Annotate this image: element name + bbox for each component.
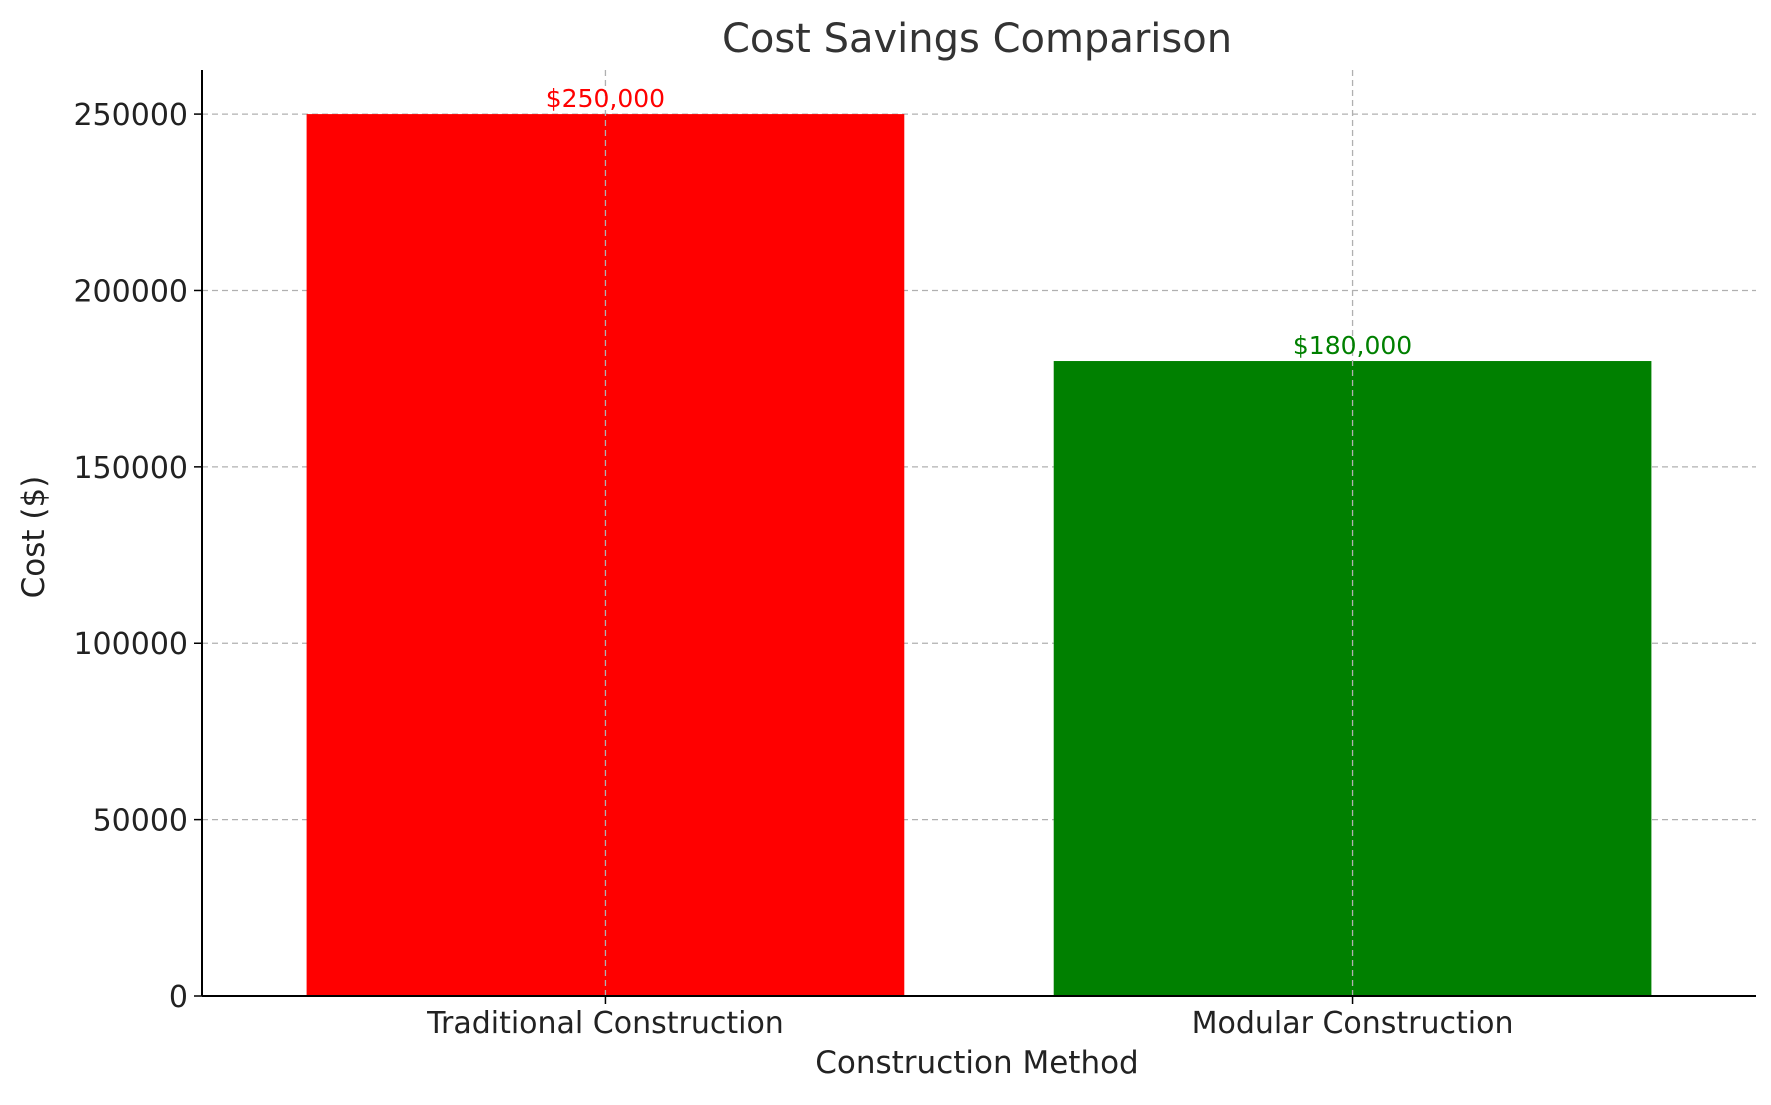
y-tick-label: 100000 (73, 627, 188, 662)
y-tick-label: 150000 (73, 451, 188, 486)
y-tick-label: 250000 (73, 98, 188, 133)
y-tick-label: 50000 (93, 804, 188, 839)
data-label: $250,000 (546, 84, 665, 113)
bars (306, 114, 1652, 997)
x-tick-label: Traditional Construction (426, 1006, 784, 1041)
y-axis-title: Cost ($) (16, 476, 52, 599)
axes (201, 70, 1756, 997)
data-label: $180,000 (1293, 331, 1412, 360)
data-labels: $250,000 $180,000 (546, 84, 1412, 360)
y-tick-label: 0 (169, 980, 188, 1015)
x-ticks: Traditional Construction Modular Construc… (426, 996, 1514, 1041)
chart-title: Cost Savings Comparison (722, 16, 1232, 62)
y-ticks: 0 50000 100000 150000 200000 250000 (73, 98, 202, 1015)
x-tick-label: Modular Construction (1192, 1006, 1514, 1041)
x-axis-title: Construction Method (815, 1045, 1139, 1081)
vertical-grid (604, 70, 1354, 996)
y-tick-label: 200000 (73, 274, 188, 309)
